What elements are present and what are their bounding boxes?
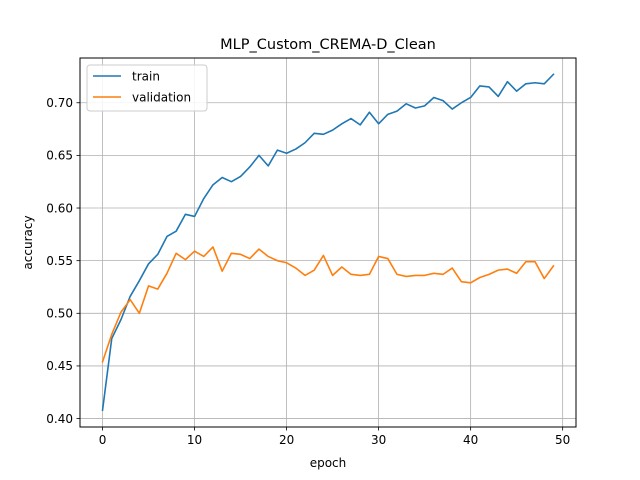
- chart-title: MLP_Custom_CREMA-D_Clean: [220, 37, 436, 53]
- y-tick-label: 0.55: [46, 254, 73, 268]
- x-tick-label: 10: [187, 433, 202, 447]
- x-tick-label: 50: [555, 433, 570, 447]
- x-axis-label: epoch: [310, 456, 347, 470]
- series-line-validation: [101, 246, 555, 363]
- x-tick-label: 0: [99, 433, 107, 447]
- legend-label-train: train: [132, 70, 160, 84]
- x-tick-label: 40: [463, 433, 478, 447]
- y-tick-label: 0.40: [46, 412, 73, 426]
- axis-ticks: 0 10 20 30 40 50 0.40 0.45 0.50 0.55 0.60 0.65 0.70: [46, 96, 570, 447]
- legend-label-validation: validation: [132, 91, 191, 105]
- x-tick-label: 20: [279, 433, 294, 447]
- y-tick-label: 0.45: [46, 359, 73, 373]
- y-tick-label: 0.65: [46, 149, 73, 163]
- y-tick-label: 0.60: [46, 201, 73, 215]
- legend: train validation: [86, 64, 208, 112]
- y-tick-label: 0.50: [46, 307, 73, 321]
- y-tick-label: 0.70: [46, 96, 73, 110]
- x-tick-label: 30: [371, 433, 386, 447]
- series-line-train: [101, 73, 555, 412]
- series-lines: [101, 73, 555, 412]
- grid: [80, 58, 576, 427]
- y-axis-label: accuracy: [21, 215, 35, 269]
- plot-frame: [79, 57, 577, 428]
